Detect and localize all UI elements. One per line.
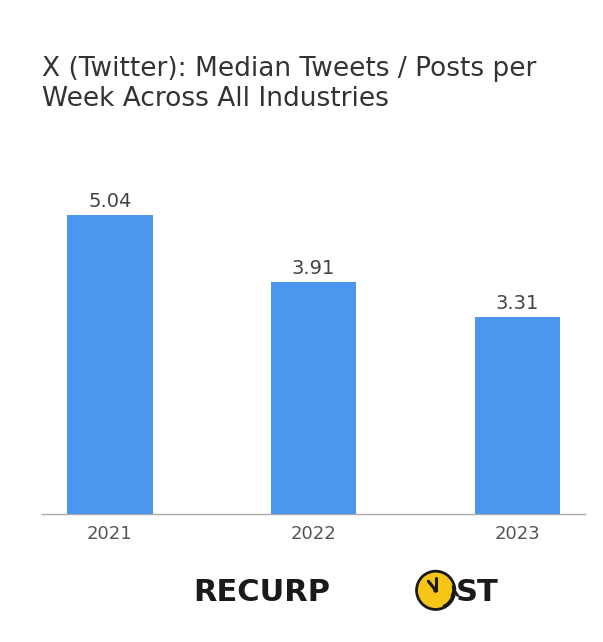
- Text: 3.91: 3.91: [292, 259, 335, 278]
- Circle shape: [417, 571, 455, 609]
- Bar: [67, 215, 153, 514]
- Bar: [271, 282, 356, 514]
- Text: RECURP: RECURP: [193, 578, 330, 607]
- Bar: [475, 317, 560, 514]
- Text: X (Twitter): Median Tweets / Posts per
Week Across All Industries: X (Twitter): Median Tweets / Posts per W…: [42, 56, 537, 112]
- Text: 5.04: 5.04: [88, 192, 131, 211]
- Text: 3.31: 3.31: [496, 294, 539, 313]
- Text: ST: ST: [455, 578, 498, 607]
- Circle shape: [434, 589, 437, 592]
